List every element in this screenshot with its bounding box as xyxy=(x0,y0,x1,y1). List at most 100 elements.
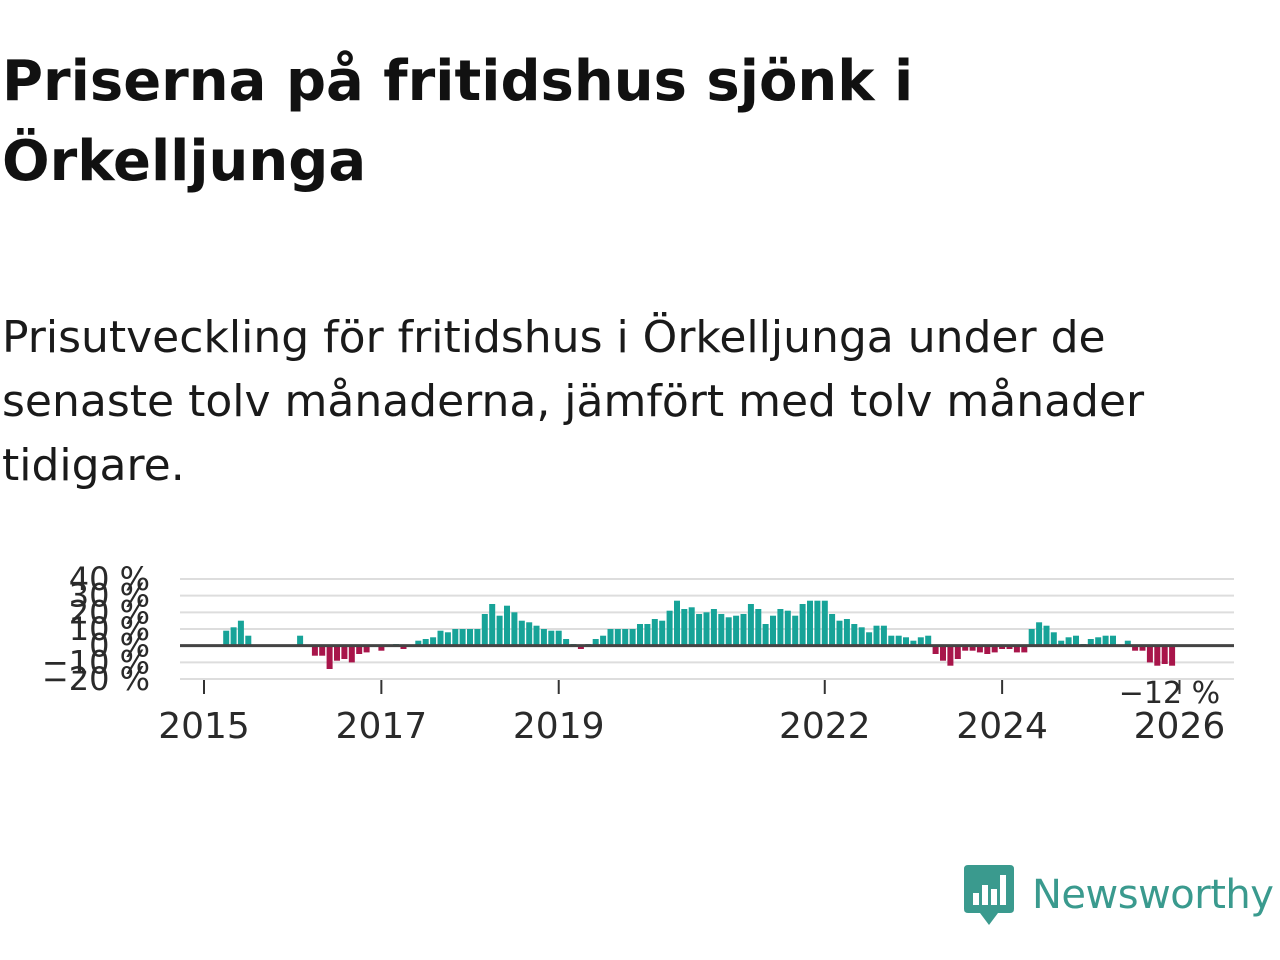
bar xyxy=(504,605,510,646)
bar xyxy=(607,629,614,646)
bar xyxy=(917,637,924,646)
bars xyxy=(223,600,1176,669)
y-tick-label: 20 % xyxy=(69,593,150,631)
bar xyxy=(843,619,850,646)
bar xyxy=(770,615,776,646)
y-tick-label: 40 % xyxy=(69,560,150,598)
bar xyxy=(799,604,806,646)
bar xyxy=(710,609,717,646)
bar xyxy=(356,645,363,654)
bar xyxy=(496,615,503,646)
bar xyxy=(984,645,991,654)
bar xyxy=(1036,622,1043,646)
bar xyxy=(563,639,570,646)
bar xyxy=(932,645,939,654)
bar xyxy=(489,604,496,646)
bar xyxy=(533,625,540,646)
x-tick-label: 2026 xyxy=(1134,706,1226,747)
bar xyxy=(740,614,747,646)
bar xyxy=(614,629,621,646)
bar xyxy=(858,627,865,646)
chart-subtitle: Prisutveckling för fritidshus i Örkellju… xyxy=(2,312,1145,491)
y-tick-label: −10 % xyxy=(42,643,150,681)
bar xyxy=(1169,645,1176,666)
bar xyxy=(1021,645,1028,653)
bar xyxy=(1102,635,1109,646)
bar xyxy=(821,600,828,646)
bar xyxy=(378,645,385,651)
bar xyxy=(851,624,858,646)
bar xyxy=(792,615,799,646)
bar xyxy=(747,604,754,646)
bar xyxy=(511,612,518,646)
bar xyxy=(600,635,607,646)
bar xyxy=(526,622,533,646)
bar xyxy=(1043,625,1050,646)
x-tick-label: 2015 xyxy=(158,706,250,747)
bar xyxy=(237,620,244,646)
bar xyxy=(999,645,1006,649)
bar xyxy=(962,645,969,651)
bar xyxy=(873,625,880,646)
bar xyxy=(245,635,252,646)
bar xyxy=(991,645,998,653)
bar xyxy=(474,629,481,646)
bar xyxy=(622,629,629,646)
bar xyxy=(976,645,983,653)
brand-name: Newsworthy xyxy=(1032,872,1274,918)
bar xyxy=(947,645,954,666)
bar xyxy=(555,630,562,646)
bar xyxy=(437,630,444,646)
bar xyxy=(659,620,666,646)
bar xyxy=(762,624,769,646)
bar xyxy=(1146,645,1153,663)
bar xyxy=(1124,640,1131,646)
y-tick-label: −20 % xyxy=(42,660,150,698)
bar xyxy=(814,600,821,646)
bar xyxy=(1028,629,1035,646)
bar xyxy=(925,635,932,646)
bar-chart: −20 %−10 %0 %10 %20 %30 %40 % 2015 2017 201… xyxy=(42,560,1234,747)
y-tick-label: 10 % xyxy=(69,610,150,648)
bar xyxy=(733,615,740,646)
bar xyxy=(1087,639,1094,646)
bar xyxy=(703,612,710,646)
bar xyxy=(481,614,488,646)
bar xyxy=(940,645,946,661)
bar xyxy=(637,624,643,646)
bar xyxy=(910,640,917,646)
bar xyxy=(895,635,902,646)
bar xyxy=(1095,637,1102,646)
bar xyxy=(903,637,909,646)
bar xyxy=(334,645,340,661)
bar xyxy=(1013,645,1020,653)
y-tick-label: 30 % xyxy=(69,577,150,615)
bar xyxy=(341,645,348,659)
y-tick-label: 0 % xyxy=(89,627,150,665)
bar xyxy=(888,635,895,646)
last-value-label: −12 % xyxy=(1119,676,1220,711)
bar xyxy=(518,620,525,646)
bar xyxy=(297,635,304,646)
bar xyxy=(829,614,836,646)
bar xyxy=(577,645,584,649)
bar xyxy=(1073,635,1079,646)
bar xyxy=(1154,645,1161,666)
brand-logo: Newsworthy xyxy=(962,862,1274,928)
bar xyxy=(880,625,887,646)
bar xyxy=(1110,635,1116,646)
bar xyxy=(784,610,791,646)
bar xyxy=(681,609,688,646)
bar xyxy=(430,637,437,646)
bar xyxy=(629,629,636,646)
bar xyxy=(674,600,680,646)
bar xyxy=(755,609,762,646)
newsworthy-logo-icon xyxy=(964,865,1014,925)
bar xyxy=(422,639,429,646)
bar xyxy=(1161,645,1168,664)
bar xyxy=(548,630,555,646)
bar xyxy=(644,624,651,646)
bar xyxy=(592,639,599,646)
bar xyxy=(230,627,237,646)
bar xyxy=(725,617,732,646)
